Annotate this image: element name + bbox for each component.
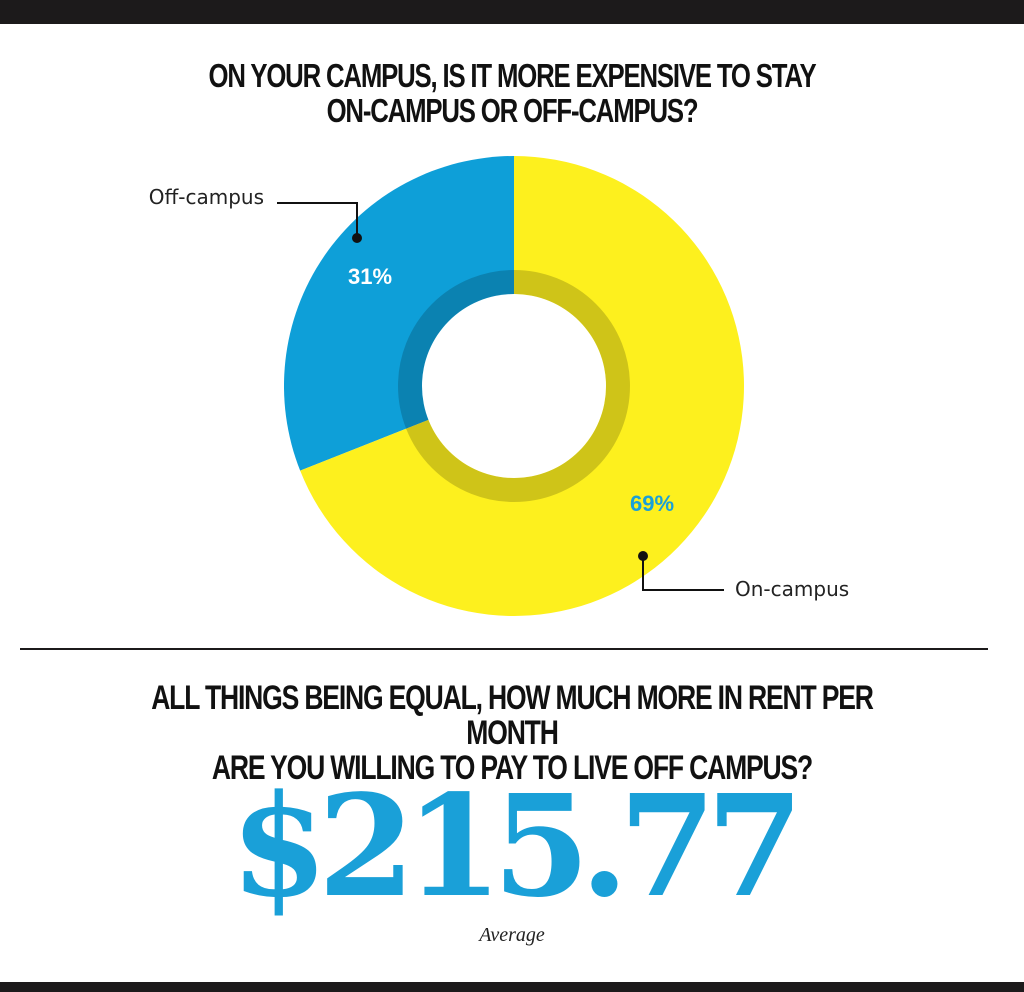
value-label-off-campus: 31%	[348, 264, 392, 289]
question-2-line-1: ALL THINGS BEING EQUAL, HOW MUCH MORE IN…	[151, 679, 874, 752]
donut-hole	[422, 294, 606, 478]
question-1-line-2: ON-CAMPUS OR OFF-CAMPUS?	[326, 92, 699, 129]
callout-dot-off-campus	[352, 233, 362, 243]
legend-label-off-campus: Off-campus	[149, 185, 264, 209]
donut-chart: 31% 69% Off-campus On-campus	[149, 155, 849, 616]
average-rent-value: $215.77	[230, 765, 803, 929]
callout-line-off-campus	[277, 202, 358, 236]
question-2-line-2: ARE YOU WILLING TO PAY TO LIVE OFF CAMPU…	[211, 749, 813, 787]
legend-label-on-campus: On-campus	[735, 577, 849, 601]
callout-dot-on-campus	[638, 551, 648, 561]
question-1-line-1: ON YOUR CAMPUS, IS IT MORE EXPENSIVE TO …	[208, 57, 817, 94]
value-label-on-campus: 69%	[630, 491, 674, 516]
callout-line-on-campus	[642, 558, 724, 591]
bottom-frame-bar	[0, 982, 1024, 992]
question-1-title: ON YOUR CAMPUS, IS IT MORE EXPENSIVE TO …	[113, 58, 912, 128]
section-divider	[20, 648, 988, 650]
average-rent-caption: Average	[479, 924, 545, 946]
donut-inner-ring	[398, 270, 630, 502]
top-frame-bar	[0, 0, 1024, 24]
question-2-title: ALL THINGS BEING EQUAL, HOW MUCH MORE IN…	[113, 681, 912, 786]
